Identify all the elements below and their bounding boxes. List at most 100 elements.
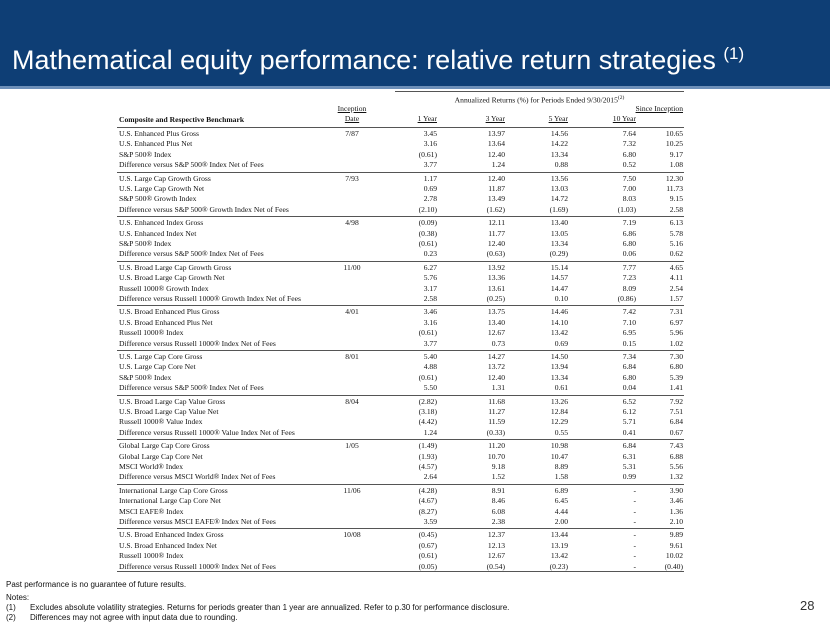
cell-value: 0.62 xyxy=(669,249,683,259)
cell-value: 7.32 xyxy=(622,139,636,149)
note-text: Differences may not agree with input dat… xyxy=(30,612,238,622)
title-text: Mathematical equity performance: relativ… xyxy=(12,45,716,75)
cell-value: (0.45) xyxy=(418,530,437,540)
cell-value: 0.61 xyxy=(554,383,568,393)
cell-value: 9.15 xyxy=(669,194,683,204)
inception-date: 11/06 xyxy=(343,485,361,495)
cell-value: 13.97 xyxy=(487,129,505,138)
cell-value: 5.56 xyxy=(669,462,683,471)
cell-value: (1.93) xyxy=(418,451,437,461)
row-label: Difference versus MSCI EAFE® Index Net o… xyxy=(119,517,276,526)
cell-value: 6.86 xyxy=(622,228,636,238)
cell-value: 10.70 xyxy=(487,451,505,461)
inception-date: 7/93 xyxy=(345,173,359,183)
cell-value: 14.10 xyxy=(550,317,568,327)
cell-value: (0.25) xyxy=(486,294,505,303)
cell-value: 7.19 xyxy=(622,218,636,228)
cell-value: 2.58 xyxy=(423,294,437,303)
cell-value: (1.69) xyxy=(549,204,568,214)
period-header-text: Annualized Returns (%) for Periods Ended… xyxy=(454,95,618,105)
cell-value: 5.50 xyxy=(423,383,437,393)
cell-value: 1.32 xyxy=(669,472,683,482)
cell-value: 13.19 xyxy=(550,540,568,550)
cell-value: 9.18 xyxy=(491,462,505,471)
cell-value: (0.09) xyxy=(418,218,437,228)
cell-value: 3.59 xyxy=(423,517,437,526)
cell-value: 5.16 xyxy=(669,239,683,248)
row-label: U.S. Enhanced Plus Net xyxy=(119,139,193,149)
row-label: Russell 1000® Index xyxy=(119,328,184,338)
cell-value: (0.40) xyxy=(664,561,683,571)
cell-value: (0.38) xyxy=(418,228,437,238)
cell-value: 7.23 xyxy=(622,273,636,283)
cell-value: 12.29 xyxy=(550,417,568,427)
row-label: Difference versus Russell 1000® Growth I… xyxy=(119,294,301,303)
row-label: S&P 500® Index xyxy=(119,239,172,248)
row-label: U.S. Broad Large Cap Value Gross xyxy=(119,396,226,406)
cell-value: 5.96 xyxy=(669,328,683,338)
inception-date: 10/08 xyxy=(343,530,361,540)
cell-value: 1.24 xyxy=(491,160,505,170)
cell-value: 10.98 xyxy=(550,441,568,451)
row-label: U.S. Large Cap Growth Gross xyxy=(119,173,211,183)
row-label: U.S. Large Cap Growth Net xyxy=(119,184,205,193)
cell-value: 14.46 xyxy=(550,307,568,317)
row-label: International Large Cap Core Gross xyxy=(119,485,228,495)
cell-value: (1.03) xyxy=(617,204,636,214)
cell-value: - xyxy=(633,530,636,540)
cell-value: 13.26 xyxy=(550,396,568,406)
rule xyxy=(117,394,684,396)
cell-value: 13.92 xyxy=(487,262,505,272)
column-header: 1 Year xyxy=(417,114,437,123)
cell-value: 0.73 xyxy=(491,338,505,348)
row-label: U.S. Enhanced Index Net xyxy=(119,228,197,238)
row-label: Russell 1000® Index xyxy=(119,551,184,561)
cell-value: 12.84 xyxy=(550,407,568,416)
cell-value: 2.10 xyxy=(669,517,683,526)
cell-value: 12.40 xyxy=(487,173,505,183)
cell-value: (4.67) xyxy=(418,496,437,506)
cell-value: 2.54 xyxy=(669,283,683,293)
cell-value: 5.39 xyxy=(669,372,683,382)
cell-value: 11.68 xyxy=(488,396,505,406)
cell-value: 1.57 xyxy=(669,294,683,303)
cell-value: 5.71 xyxy=(622,417,636,427)
period-header: Annualized Returns (%) for Periods Ended… xyxy=(395,93,684,106)
cell-value: 3.45 xyxy=(423,129,437,138)
page-number: 28 xyxy=(800,598,815,613)
cell-value: 6.27 xyxy=(423,262,437,272)
cell-value: (0.61) xyxy=(418,372,437,382)
note-marker: (1) xyxy=(6,603,16,612)
cell-value: - xyxy=(633,506,636,516)
notes-heading: Notes: xyxy=(6,593,30,602)
cell-value: 7.64 xyxy=(622,129,636,138)
cell-value: 13.34 xyxy=(550,372,568,382)
cell-value: 11.59 xyxy=(488,417,505,427)
row-label: U.S. Enhanced Plus Gross xyxy=(119,129,199,138)
cell-value: 1.31 xyxy=(491,383,505,393)
cell-value: 0.69 xyxy=(554,338,568,348)
row-label: S&P 500® Index xyxy=(119,372,172,382)
row-label: Difference versus S&P 500® Index Net of … xyxy=(119,249,264,259)
cell-value: 13.64 xyxy=(487,139,505,149)
column-header: 10 Year xyxy=(612,114,636,123)
cell-value: 11.77 xyxy=(488,228,505,238)
cell-value: - xyxy=(633,485,636,495)
header-band xyxy=(0,0,830,86)
cell-value: 5.76 xyxy=(423,273,437,283)
row-label: U.S. Broad Enhanced Index Net xyxy=(119,540,217,550)
cell-value: 6.97 xyxy=(669,317,683,327)
cell-value: 11.73 xyxy=(666,184,683,193)
cell-value: 12.40 xyxy=(487,239,505,248)
cell-value: 7.00 xyxy=(622,184,636,193)
cell-value: 0.15 xyxy=(622,338,636,348)
row-label: International Large Cap Core Net xyxy=(119,496,221,506)
row-label: S&P 500® Growth Index xyxy=(119,194,197,204)
cell-value: 13.40 xyxy=(487,317,505,327)
cell-value: 6.89 xyxy=(554,485,568,495)
rule xyxy=(117,216,684,218)
cell-value: (2.10) xyxy=(418,204,437,214)
cell-value: 11.87 xyxy=(488,184,505,193)
row-label: U.S. Broad Large Cap Value Net xyxy=(119,407,219,416)
cell-value: 6.84 xyxy=(622,362,636,372)
